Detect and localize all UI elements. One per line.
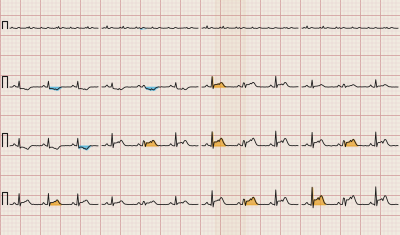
Bar [215,0,245,235]
